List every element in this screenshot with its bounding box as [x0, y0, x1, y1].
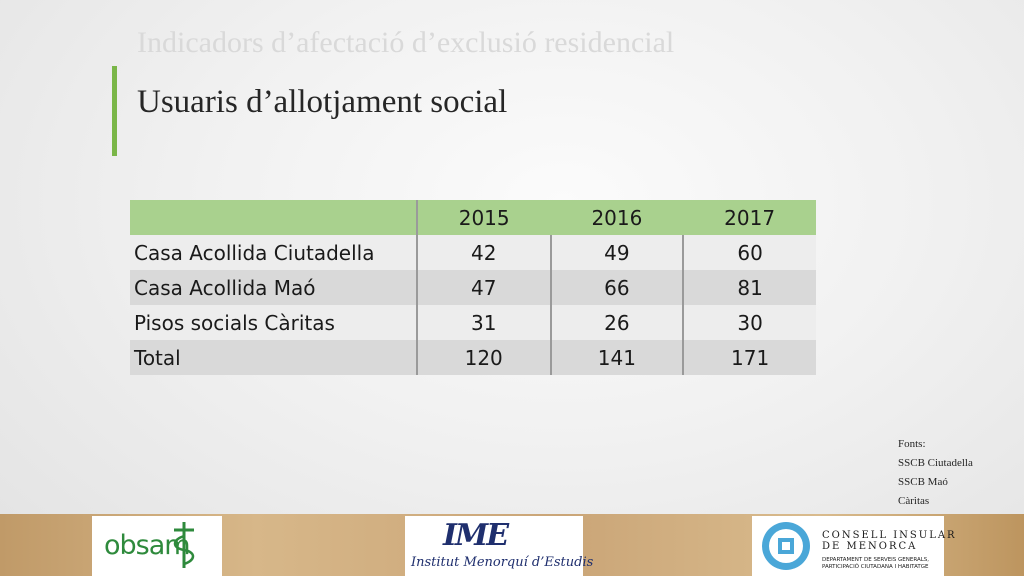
header-year-2017: 2017 — [683, 200, 816, 235]
cell-value: 42 — [415, 235, 551, 270]
consell-insular-logo: CONSELL INSULAR DE MENORCA DEPARTAMENT D… — [752, 516, 955, 576]
cell-value: 81 — [682, 270, 816, 305]
consell-dept-line: PARTICIPACIÓ CIUTADANA I HABITATGE — [822, 564, 929, 570]
table-row-total: Total 120 141 171 — [130, 340, 816, 375]
users-table: 2015 2016 2017 Casa Acollida Ciutadella … — [130, 200, 816, 375]
cell-value: 66 — [549, 270, 684, 305]
cell-value: 49 — [549, 235, 684, 270]
source-item: Càritas — [898, 495, 930, 507]
cell-value: 30 — [682, 305, 816, 340]
consell-name: CONSELL INSULAR DE MENORCA — [822, 530, 957, 552]
slide-title: Usuaris d’allotjament social — [137, 84, 508, 120]
cell-value: 26 — [549, 305, 684, 340]
ime-logo-text: Institut Menorquí d’Estudis — [411, 555, 594, 570]
ime-logo: IME Institut Menorquí d’Estudis — [405, 516, 593, 576]
sources-heading: Fonts: — [898, 438, 926, 450]
sources-list: Fonts: SSCB Ciutadella SSCB Maó Càritas — [898, 435, 973, 511]
source-item: SSCB Ciutadella — [898, 457, 973, 469]
row-label: Casa Acollida Maó — [130, 270, 417, 305]
table-row: Casa Acollida Ciutadella 42 49 60 — [130, 235, 816, 270]
consell-name-line: DE MENORCA — [822, 541, 918, 552]
slide-supertitle: Indicadors d’afectació d’exclusió reside… — [137, 26, 675, 59]
table-row: Casa Acollida Maó 47 66 81 — [130, 270, 816, 305]
cell-value: 120 — [415, 340, 551, 375]
row-label: Casa Acollida Ciutadella — [130, 235, 417, 270]
source-item: SSCB Maó — [898, 476, 948, 488]
consell-department: DEPARTAMENT DE SERVEIS GENERALS, PARTICI… — [822, 557, 929, 571]
cell-value: 171 — [682, 340, 816, 375]
title-accent-bar — [112, 66, 117, 156]
cell-value: 47 — [415, 270, 551, 305]
cell-value: 60 — [682, 235, 816, 270]
consell-dept-line: DEPARTAMENT DE SERVEIS GENERALS, — [822, 557, 930, 563]
ime-logo-mark: IME — [443, 518, 509, 553]
header-year-2016: 2016 — [550, 200, 684, 235]
header-label-cell — [130, 200, 417, 235]
island-seal-icon — [762, 522, 810, 570]
cell-value: 31 — [415, 305, 551, 340]
table-header-row: 2015 2016 2017 — [130, 200, 816, 235]
caduceus-icon — [173, 522, 195, 568]
cell-value: 141 — [549, 340, 684, 375]
table-row: Pisos socials Càritas 31 26 30 — [130, 305, 816, 340]
header-year-2015: 2015 — [415, 200, 551, 235]
row-label: Pisos socials Càritas — [130, 305, 417, 340]
obsam-logo: obsam — [92, 516, 222, 576]
consell-name-line: CONSELL INSULAR — [822, 530, 957, 541]
row-label: Total — [130, 340, 417, 375]
